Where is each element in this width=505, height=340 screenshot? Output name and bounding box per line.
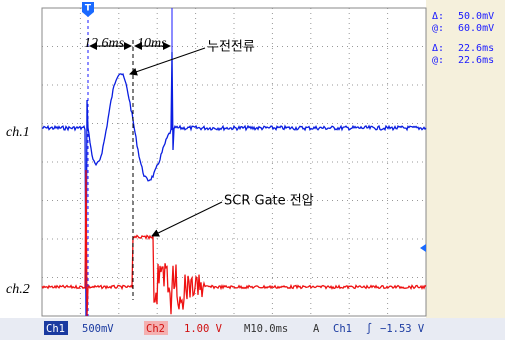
status-trigger-slope: ∫ xyxy=(366,322,372,335)
callout-label: SCR Gate 전압 xyxy=(224,194,314,209)
interval-label: 12.6ms xyxy=(84,36,125,51)
status-ch2-scale: 1.00 V xyxy=(184,323,223,335)
status-trigger-level: −1.53 V xyxy=(380,323,425,335)
channel-label: ch.2 xyxy=(6,282,30,297)
readout-symbol: @: xyxy=(432,23,444,34)
readout-value: 50.0mV xyxy=(458,11,494,22)
readout-value: 22.6ms xyxy=(458,55,494,66)
trigger-marker: T xyxy=(85,4,92,14)
status-timebase: M10.0ms xyxy=(244,323,288,335)
channel-label: ch.1 xyxy=(6,125,30,140)
readout-symbol: @: xyxy=(432,55,444,66)
interval-label: 10ms xyxy=(137,36,167,51)
scope-screen: T 12.6ms 10ms 누전전류 SCR Gate 전압 ch.1 ch.2… xyxy=(0,0,505,340)
status-ch1-scale: 500mV xyxy=(82,323,114,335)
readout-value: 22.6ms xyxy=(458,43,494,54)
status-trigger-mode: A xyxy=(313,323,320,335)
status-ch2-name: Ch2 xyxy=(146,323,165,335)
status-ch1-name: Ch1 xyxy=(46,323,65,335)
status-trigger-source: Ch1 xyxy=(333,323,352,335)
readout-value: 60.0mV xyxy=(458,23,494,34)
callout-label: 누전전류 xyxy=(207,40,255,55)
readout-symbol: Δ: xyxy=(432,11,444,22)
readout-symbol: Δ: xyxy=(432,43,444,54)
